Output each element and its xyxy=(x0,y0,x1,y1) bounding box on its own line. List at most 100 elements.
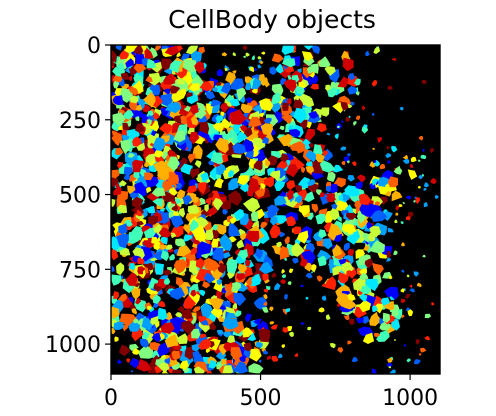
cell-object xyxy=(318,208,328,218)
cell-object xyxy=(257,56,262,60)
cell-object xyxy=(382,312,390,323)
cell-object xyxy=(362,332,375,344)
cell-object xyxy=(266,285,271,290)
cell-object xyxy=(176,52,181,57)
cell-object xyxy=(113,81,120,89)
cell-object xyxy=(253,318,262,326)
cell-object xyxy=(173,259,188,274)
cell-object xyxy=(359,293,368,302)
cell-object xyxy=(294,353,299,357)
cell-object xyxy=(387,85,393,90)
cell-object xyxy=(388,275,393,280)
cell-object xyxy=(189,104,199,115)
cell-object xyxy=(371,368,377,374)
cell-object xyxy=(379,163,386,170)
cell-object xyxy=(343,156,350,163)
cell-object xyxy=(322,238,333,250)
cell-object xyxy=(149,342,161,351)
cell-object xyxy=(135,297,142,305)
cell-object xyxy=(111,236,120,251)
cell-object xyxy=(338,271,349,284)
cell-object xyxy=(216,224,227,235)
cell-object xyxy=(187,204,200,214)
cell-object xyxy=(245,313,252,323)
cell-object xyxy=(111,249,119,261)
cell-object xyxy=(303,45,314,50)
cell-object xyxy=(268,306,274,312)
cell-object xyxy=(356,115,360,120)
cell-object xyxy=(332,164,344,173)
cell-object xyxy=(130,288,141,300)
cell-object xyxy=(112,62,125,78)
cell-object xyxy=(369,161,376,168)
cell-object xyxy=(377,186,388,195)
cell-object xyxy=(400,314,405,319)
cell-object xyxy=(298,205,307,214)
cell-object xyxy=(405,195,411,200)
cell-object xyxy=(279,245,290,260)
cell-object xyxy=(212,247,224,262)
cell-object xyxy=(358,193,372,205)
cell-object xyxy=(136,221,144,226)
cell-object xyxy=(164,334,179,348)
cell-object xyxy=(251,55,255,61)
cell-object xyxy=(315,153,325,163)
cell-object xyxy=(191,196,199,204)
cell-object xyxy=(242,45,248,51)
cell-object xyxy=(325,185,332,193)
cell-object xyxy=(237,249,248,261)
cell-object xyxy=(276,160,288,170)
cell-object xyxy=(311,203,319,213)
cell-object xyxy=(350,101,355,106)
cell-object xyxy=(374,201,380,206)
cell-object xyxy=(118,293,128,302)
cell-object xyxy=(332,244,342,257)
cell-object xyxy=(175,238,186,247)
cell-object xyxy=(269,170,281,181)
cell-object xyxy=(409,163,414,169)
cell-object xyxy=(117,204,128,214)
cell-object xyxy=(345,212,357,220)
cell-object xyxy=(235,131,248,144)
cell-object xyxy=(285,216,296,227)
cell-object xyxy=(134,122,145,133)
cell-object xyxy=(212,122,224,133)
cell-object xyxy=(170,232,177,239)
cell-object xyxy=(308,142,314,148)
cell-object xyxy=(114,136,120,147)
cell-object xyxy=(288,268,294,273)
cell-object xyxy=(158,244,167,250)
cell-object xyxy=(147,119,153,125)
cell-object xyxy=(271,92,282,105)
cell-object xyxy=(340,146,347,151)
cell-object xyxy=(125,58,134,69)
cell-object xyxy=(111,265,115,272)
cell-object xyxy=(198,46,206,54)
cell-object xyxy=(318,56,331,68)
cell-object xyxy=(386,362,393,369)
cell-object xyxy=(190,115,199,126)
cell-object xyxy=(111,306,120,319)
cell-object xyxy=(236,273,247,281)
cell-object xyxy=(245,230,260,243)
cell-object xyxy=(223,330,232,338)
cell-object xyxy=(391,145,398,153)
cell-object xyxy=(259,98,274,112)
cell-object xyxy=(371,79,378,87)
cell-object xyxy=(232,52,236,57)
cell-object xyxy=(387,176,398,188)
cell-object xyxy=(284,236,290,245)
cell-object xyxy=(243,342,253,352)
cell-object xyxy=(235,310,242,318)
cell-object xyxy=(359,204,372,217)
cell-object xyxy=(280,279,286,285)
label-image xyxy=(111,45,440,374)
cell-object xyxy=(393,339,396,341)
cell-object xyxy=(407,211,414,218)
cell-object xyxy=(300,322,305,326)
cell-object xyxy=(192,224,207,242)
cell-object xyxy=(116,262,125,276)
cell-object xyxy=(119,50,129,60)
cell-object xyxy=(171,350,181,361)
cell-object xyxy=(240,103,253,114)
